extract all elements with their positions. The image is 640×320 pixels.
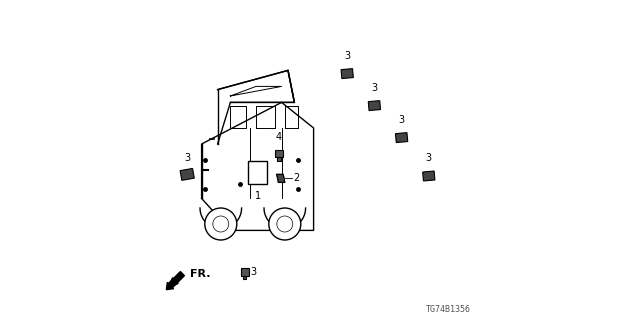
Text: 3: 3 bbox=[399, 115, 404, 125]
Text: 2: 2 bbox=[292, 172, 299, 183]
Circle shape bbox=[277, 216, 293, 232]
Circle shape bbox=[269, 208, 301, 240]
Bar bbox=[278, 157, 280, 161]
Text: 4: 4 bbox=[276, 132, 282, 142]
Bar bbox=[241, 268, 249, 276]
Text: FR.: FR. bbox=[191, 268, 211, 279]
Text: TG74B1356: TG74B1356 bbox=[426, 305, 470, 314]
Text: 1: 1 bbox=[255, 191, 260, 201]
Bar bbox=[243, 276, 246, 279]
FancyArrow shape bbox=[166, 272, 184, 290]
Text: 3: 3 bbox=[251, 267, 257, 277]
Polygon shape bbox=[277, 174, 285, 182]
Polygon shape bbox=[341, 68, 353, 79]
Text: 3: 3 bbox=[371, 83, 378, 93]
Circle shape bbox=[205, 208, 237, 240]
Polygon shape bbox=[180, 168, 195, 180]
Polygon shape bbox=[422, 171, 435, 181]
Bar bbox=[248, 161, 267, 184]
Bar bbox=[275, 150, 283, 157]
Polygon shape bbox=[396, 132, 408, 143]
Text: 3: 3 bbox=[184, 153, 190, 163]
Circle shape bbox=[212, 216, 229, 232]
Text: 3: 3 bbox=[426, 153, 432, 163]
Polygon shape bbox=[368, 100, 381, 111]
Text: 3: 3 bbox=[344, 51, 350, 61]
